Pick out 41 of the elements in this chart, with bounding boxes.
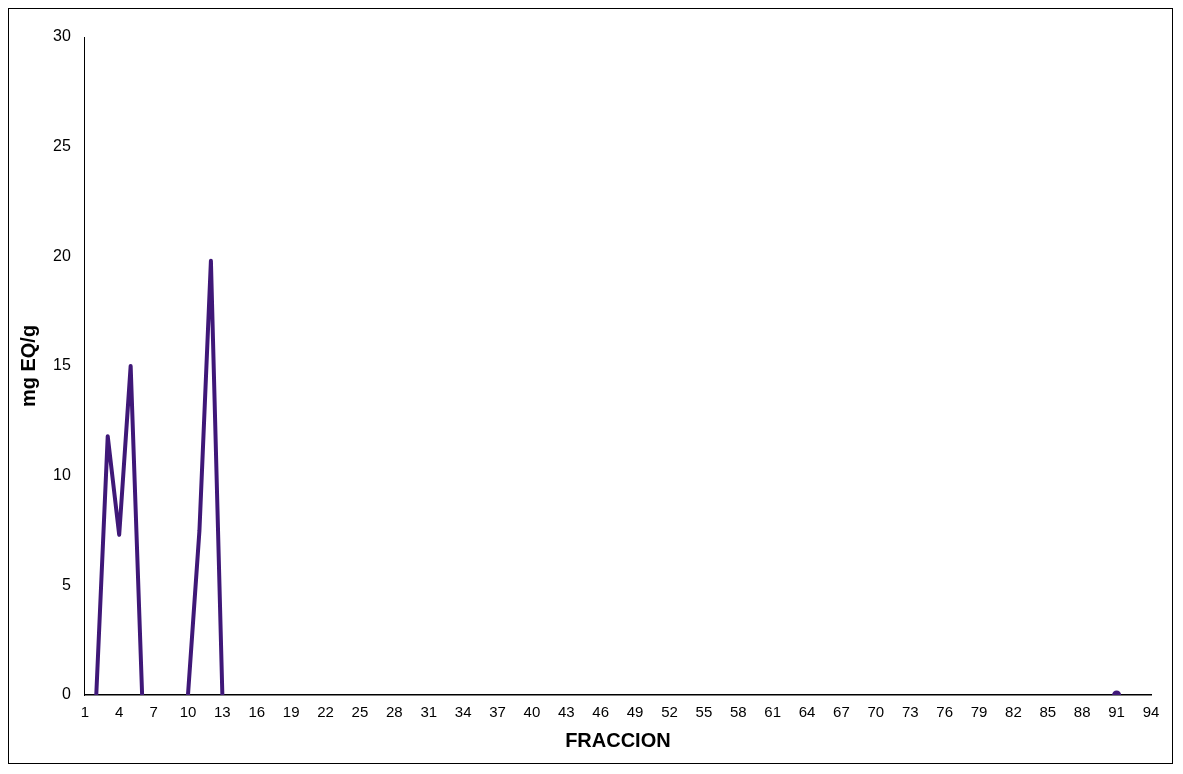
x-tick-label: 4 — [115, 703, 124, 721]
x-tick-label: 16 — [248, 703, 266, 721]
y-tick-label: 0 — [61, 685, 71, 703]
x-tick-label: 67 — [833, 703, 850, 721]
x-tick-label: 19 — [282, 703, 300, 721]
x-tick-label: 13 — [214, 703, 231, 721]
x-tick-label: 49 — [626, 703, 644, 721]
x-tick-label: 61 — [764, 703, 782, 721]
x-tick-label: 46 — [592, 703, 610, 721]
y-tick-label: 30 — [53, 27, 71, 45]
x-tick-label: 88 — [1073, 703, 1091, 721]
y-tick-label: 10 — [53, 466, 71, 484]
x-tick-label: 37 — [489, 703, 506, 721]
x-tick-label: 40 — [523, 703, 541, 721]
x-tick-label: 34 — [454, 703, 472, 721]
y-tick-label: 25 — [53, 137, 71, 155]
x-tick-label: 28 — [386, 703, 403, 721]
y-tick-label: 20 — [53, 246, 71, 264]
x-tick-label: 10 — [179, 703, 197, 721]
x-tick-label: 94 — [1142, 703, 1160, 721]
x-tick-label: 82 — [1005, 703, 1022, 721]
x-tick-label: 76 — [936, 703, 953, 721]
y-tick-label: 15 — [53, 356, 71, 374]
x-tick-label: 1 — [80, 703, 89, 721]
y-axis-title: mg EQ/g — [16, 324, 39, 408]
x-tick-label: 55 — [695, 703, 713, 721]
x-tick-label: 73 — [901, 703, 919, 721]
x-axis-title: FRACCION — [565, 728, 671, 751]
x-tick-label: 85 — [1039, 703, 1057, 721]
x-tick-label: 22 — [317, 703, 334, 721]
x-tick-label: 25 — [351, 703, 369, 721]
x-tick-label: 70 — [867, 703, 885, 721]
x-tick-label: 91 — [1108, 703, 1125, 721]
x-tick-label: 64 — [798, 703, 816, 721]
x-tick-label: 79 — [970, 703, 988, 721]
x-tick-label: 52 — [661, 703, 678, 721]
x-tick-label: 31 — [420, 703, 438, 721]
x-tick-label: 58 — [729, 703, 747, 721]
y-tick-label: 5 — [61, 575, 71, 593]
x-tick-label: 7 — [149, 703, 158, 721]
x-tick-label: 43 — [557, 703, 575, 721]
